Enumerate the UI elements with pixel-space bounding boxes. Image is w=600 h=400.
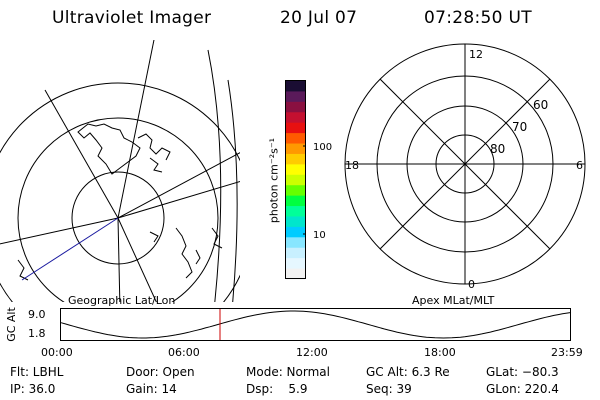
colorbar-segment — [286, 81, 305, 92]
meridian — [117, 217, 157, 302]
colorbar-segment — [286, 247, 305, 259]
colorbar-unit-label-wrap: photon cm⁻²s⁻¹ — [264, 80, 284, 280]
meridian — [0, 217, 119, 245]
colorbar-segment — [286, 174, 305, 186]
apex-projection-label: Apex MLat/MLT — [412, 294, 495, 307]
lat-circle-mid — [17, 117, 219, 302]
colorbar-segment — [286, 206, 305, 217]
colorbar-segment — [286, 122, 305, 134]
mlt-label-18: 18 — [345, 159, 359, 172]
geographic-projection-label: Geographic Lat/Lon — [68, 294, 176, 307]
status-dsp: Dsp: 5.9 — [246, 382, 308, 396]
colorbar-segment — [286, 268, 305, 280]
coastline — [149, 231, 159, 243]
orbit-xtick-2: 12:00 — [296, 346, 328, 359]
coastline — [137, 133, 171, 161]
colorbar-segment — [286, 91, 305, 103]
status-filter: Flt: LBHL — [10, 365, 64, 379]
orbit-xtick-4: 23:59 — [551, 346, 583, 359]
orbit-altitude-plot — [60, 308, 572, 341]
status-glat: GLat: −80.3 — [486, 365, 559, 379]
meridian — [44, 89, 119, 219]
colorbar-segment — [286, 101, 305, 113]
colorbar-tick-10: 10 — [313, 230, 326, 241]
geographic-map — [0, 40, 240, 302]
mlat-label-80: 80 — [490, 142, 505, 156]
colorbar-unit-label: photon cm⁻²s⁻¹ — [267, 137, 281, 224]
meridian — [117, 40, 155, 219]
colorbar-segment — [286, 226, 305, 238]
colorbar: 100 10 — [285, 80, 332, 280]
orbit-xtick-3: 18:00 — [424, 346, 456, 359]
lat-circle-inner — [71, 171, 165, 265]
meridian — [117, 217, 121, 302]
status-ip: IP: 36.0 — [10, 382, 56, 396]
status-seq: Seq: 39 — [366, 382, 412, 396]
status-glon: GLon: 220.4 — [486, 382, 559, 396]
coastline — [195, 249, 201, 265]
colorbar-segment — [286, 153, 305, 165]
colorbar-segment — [286, 195, 305, 207]
colorbar-segment — [286, 112, 305, 124]
orbit-xtick-0: 00:00 — [41, 346, 73, 359]
date-label: 20 Jul 07 — [280, 8, 358, 28]
colorbar-tick-100: 100 — [313, 142, 332, 153]
app-title: Ultraviolet Imager — [52, 8, 212, 28]
time-label: 07:28:50 UT — [424, 8, 532, 28]
colorbar-segment — [286, 133, 305, 145]
coastline — [149, 157, 163, 173]
orbit-altitude-curve — [60, 310, 572, 339]
mlat-label-60: 60 — [533, 98, 548, 112]
coastline — [175, 227, 193, 279]
mlat-label-70: 70 — [512, 120, 527, 134]
colorbar-segment — [286, 164, 305, 176]
mlt-label-0: 0 — [468, 278, 475, 291]
coastline — [77, 123, 141, 175]
status-door: Door: Open — [126, 365, 195, 379]
status-gc-alt: GC Alt: 6.3 Re — [366, 365, 450, 379]
colorbar-segment — [286, 216, 305, 228]
mlt-label-12: 12 — [469, 48, 483, 61]
orbit-xtick-1: 06:00 — [168, 346, 200, 359]
colorbar-segment — [286, 185, 305, 197]
meridian-curve — [227, 79, 238, 302]
mlt-diagonal — [379, 78, 551, 250]
orbit-ytick-max: 9.0 — [28, 308, 46, 321]
status-gain: Gain: 14 — [126, 382, 177, 396]
meridian-curve — [207, 49, 222, 302]
orbit-ylabel: GC Alt — [4, 307, 18, 342]
coastline — [211, 227, 223, 249]
lat-circle-outer — [0, 82, 240, 302]
colorbar-segment — [286, 143, 305, 155]
mlat-mlt-map: 12 18 6 0 60 70 80 — [344, 43, 586, 291]
mlt-label-6: 6 — [576, 159, 583, 172]
colorbar-segment — [286, 258, 305, 270]
meridian — [117, 180, 240, 219]
meridian — [117, 152, 240, 219]
colorbar-segment — [286, 237, 305, 249]
coastline — [17, 259, 29, 281]
status-mode: Mode: Normal — [246, 365, 330, 379]
orbit-ytick-min: 1.8 — [28, 327, 46, 340]
orbit-track — [21, 217, 119, 281]
